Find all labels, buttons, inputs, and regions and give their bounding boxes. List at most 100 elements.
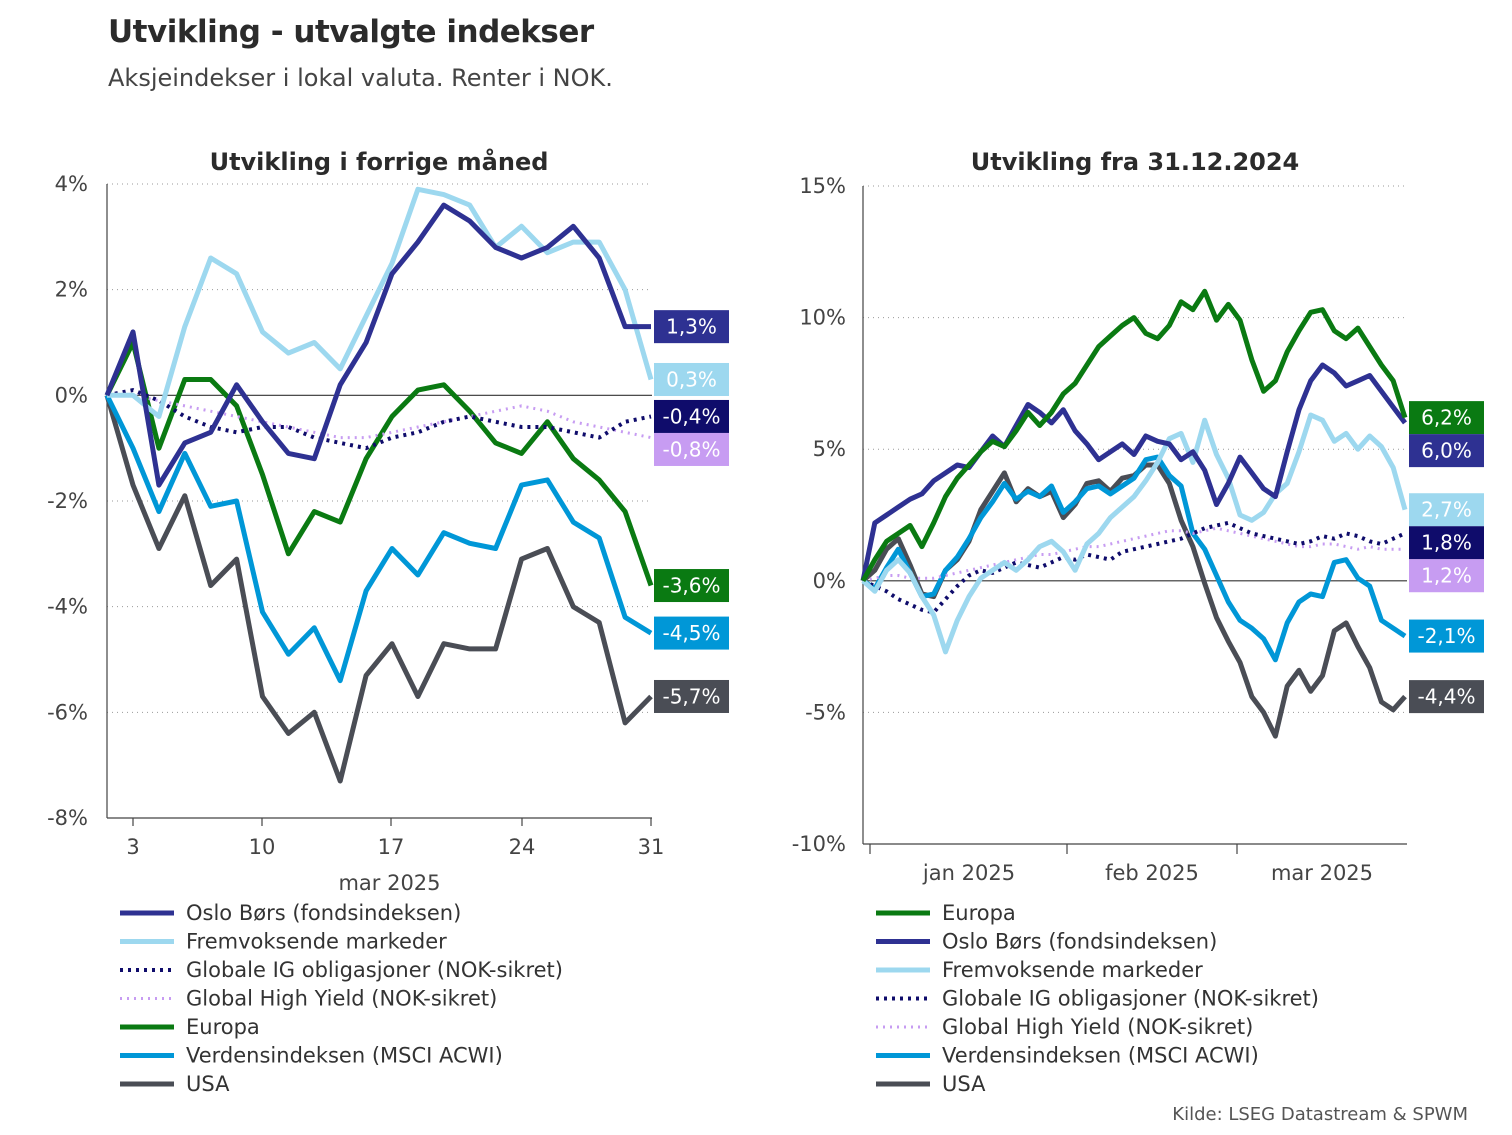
chart-panel-1: Utvikling i forrige måned 4% 2% 0% -2% -4% -6%… [47,147,729,1096]
end-label-text: -2,1% [1417,624,1475,648]
legend-item: USA [120,1072,230,1096]
legend-item: Fremvoksende markeder [120,930,447,954]
end-value-label: 2,7% [1409,493,1484,527]
series-line [104,394,653,684]
end-value-label: 6,2% [1409,401,1484,435]
end-value-label: -5,7% [654,679,729,713]
x-tick-label: 24 [509,835,536,859]
end-label-box [1409,619,1484,653]
series-line [861,454,1407,663]
end-label-text: 1,8% [1421,531,1472,555]
y-tick-label: -8% [47,806,88,830]
series-line [860,362,1408,582]
end-label-text: 0,3% [666,367,717,391]
series-line [107,186,654,419]
end-value-label: -2,1% [1409,619,1484,653]
legend-label: Fremvoksende markeder [186,930,447,954]
chart-panel-2: Utvikling fra 31.12.2024 15% 10% 5% 0% -5% -10… [792,148,1484,1096]
y-tick-label: -10% [792,832,846,856]
end-label-box [654,616,729,650]
y-tick-label: 2% [55,278,88,302]
x-tick-label: 31 [638,835,665,859]
y-tick-label: -5% [805,700,846,724]
end-label-text: 1,2% [1421,564,1472,588]
end-value-label: -4,4% [1409,680,1484,714]
legend-item: Oslo Børs (fondsindeksen) [120,901,461,925]
end-value-label: -0,4% [654,399,729,433]
y-tick-label: 0% [813,569,846,593]
page-subtitle: Aksjeindekser i lokal valuta. Renter i N… [108,64,613,92]
end-label-box [1409,680,1484,714]
end-label-text: 6,0% [1421,439,1472,463]
legend-label: USA [186,1072,230,1096]
legend-label: Verdensindeksen (MSCI ACWI) [942,1044,1259,1068]
legend-item: Global High Yield (NOK-sikret) [876,1015,1253,1039]
end-value-label: 6,0% [1409,434,1484,468]
legend-item: Oslo Børs (fondsindeksen) [876,930,1217,954]
y-tick-label: -2% [47,489,88,513]
end-label-box [654,432,729,466]
end-label-text: -0,8% [662,437,720,461]
end-value-label: -4,5% [654,616,729,650]
page-title: Utvikling - utvalgte indekser [108,14,594,50]
end-label-box [654,679,729,713]
series-line [107,393,652,440]
series-line [861,412,1408,655]
legend-item: Europa [876,901,1016,925]
x-tick-label: 3 [126,835,139,859]
end-label-text: 6,2% [1421,406,1472,430]
end-label-box [1409,401,1484,435]
legend-label: Globale IG obligasjoner (NOK-sikret) [186,958,563,982]
y-tick-label: 4% [55,172,88,196]
x-tick-label: 17 [378,835,405,859]
legend-label: Oslo Børs (fondsindeksen) [942,930,1217,954]
series-line [104,202,651,488]
series-line [862,520,1406,615]
legend-item: USA [876,1072,986,1096]
end-label-text: -5,7% [662,684,720,708]
end-label-text: -4,4% [1417,685,1475,709]
series-line [861,462,1407,739]
end-label-box [1409,559,1484,593]
end-label-box [1409,493,1484,527]
x-tick-label: 10 [249,835,276,859]
legend-item: Verdensindeksen (MSCI ACWI) [876,1044,1259,1068]
chart-title: Utvikling i forrige måned [210,147,549,176]
legend-label: Globale IG obligasjoner (NOK-sikret) [942,987,1319,1011]
legend-label: Europa [186,1015,260,1039]
legend-label: Global High Yield (NOK-sikret) [186,987,497,1011]
end-value-label: 0,3% [654,362,729,396]
legend-label: Fremvoksende markeder [942,958,1203,982]
legend-label: Global High Yield (NOK-sikret) [942,1015,1253,1039]
end-value-label: -0,8% [654,432,729,466]
series-line [862,526,1405,583]
end-label-box [654,399,729,433]
y-tick-label: -6% [47,700,88,724]
legend-label: Oslo Børs (fondsindeksen) [186,901,461,925]
chart-title: Utvikling fra 31.12.2024 [971,148,1300,176]
end-label-text: 2,7% [1421,498,1472,522]
x-tick-label: jan 2025 [922,861,1015,885]
series-line [104,394,653,784]
end-label-text: -4,5% [662,621,720,645]
y-tick-label: 10% [799,306,846,330]
y-tick-label: 15% [799,174,846,198]
x-tick-label: feb 2025 [1105,861,1199,885]
legend-label: Europa [942,901,1016,925]
end-label-box [654,362,729,396]
end-value-label: 1,8% [1409,526,1484,560]
end-label-box [1409,434,1484,468]
legend-label: USA [942,1072,986,1096]
legend-item: Globale IG obligasjoner (NOK-sikret) [120,958,563,982]
end-value-label: 1,2% [1409,559,1484,593]
y-tick-label: 5% [813,437,846,461]
legend-label: Verdensindeksen (MSCI ACWI) [186,1044,503,1068]
end-label-box [1409,526,1484,560]
end-value-label: -3,6% [654,569,729,603]
legend-item: Europa [120,1015,260,1039]
end-label-text: 1,3% [666,315,717,339]
end-label-text: -3,6% [662,574,720,598]
end-label-box [654,569,729,603]
legend-item: Global High Yield (NOK-sikret) [120,987,497,1011]
